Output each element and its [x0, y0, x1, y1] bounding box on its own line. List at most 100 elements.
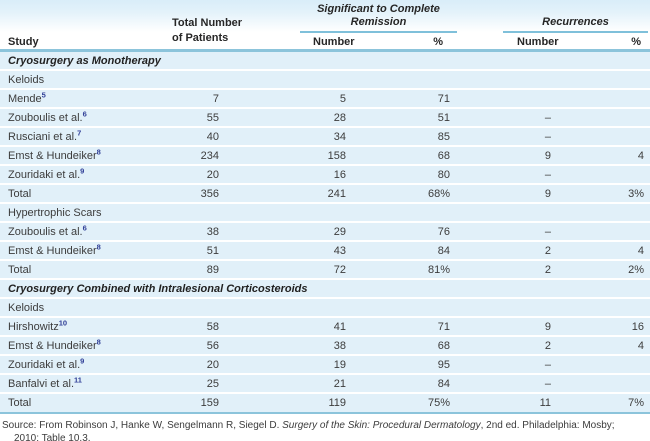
patients-cell: 89	[206, 263, 219, 276]
col-header-remission-number: Number	[313, 36, 355, 48]
total-row: Total 356 241 68% 9 3%	[0, 185, 650, 204]
recurrences-number-cell: 2	[544, 244, 551, 257]
section-row: Cryosurgery as Monotherapy	[0, 52, 650, 71]
section-row: Cryosurgery Combined with Intralesional …	[0, 280, 650, 299]
study-cell: Zouridaki et al.9	[8, 355, 85, 371]
subsection-row: Keloids	[0, 299, 650, 318]
remission-percent-cell: 51	[437, 111, 450, 124]
table-row: Hirshowitz10 58 41 71 9 16	[0, 318, 650, 337]
source-suffix: , 2nd ed. Philadelphia: Mosby;	[480, 420, 615, 431]
remission-percent-cell: 68	[437, 149, 450, 162]
study-cell: Keloids	[8, 301, 45, 314]
study-cell: Emst & Hundeiker8	[8, 146, 101, 162]
remission-number-cell: 72	[333, 263, 346, 276]
source-line1: Source: From Robinson J, Hanke W, Sengel…	[2, 419, 650, 432]
remission-number-cell: 16	[333, 168, 346, 181]
study-cell: Mende5	[8, 89, 46, 105]
table-row: Emst & Hundeiker8 234 158 68 9 4	[0, 147, 650, 166]
recurrences-percent-cell: 16	[631, 320, 644, 333]
footnote-ref: 9	[80, 165, 85, 175]
patients-cell: 40	[206, 130, 219, 143]
recurrences-underline	[503, 31, 648, 33]
table-row: Zouridaki et al.9 20 19 95 –	[0, 356, 650, 375]
subsection-row: Hypertrophic Scars	[0, 204, 650, 223]
col-header-remission-percent: %	[433, 36, 443, 48]
group-header-recurrences: Recurrences	[542, 16, 609, 28]
total-row: Total 159 119 75% 11 7%	[0, 394, 650, 412]
footnote-ref: 9	[80, 355, 85, 365]
patients-cell: 159	[200, 397, 219, 409]
remission-number-cell: 158	[327, 149, 346, 162]
patients-cell: 234	[200, 149, 219, 162]
source-book-title: Surgery of the Skin: Procedural Dermatol…	[282, 420, 481, 431]
source-citation: Source: From Robinson J, Hanke W, Sengel…	[0, 414, 650, 441]
patients-cell: 51	[206, 244, 219, 257]
recurrences-number-cell: –	[544, 225, 551, 238]
remission-number-cell: 38	[333, 339, 346, 352]
recurrences-number-cell: –	[544, 130, 551, 143]
source-prefix: Source: From Robinson J, Hanke W, Sengel…	[2, 420, 283, 431]
subsection-row: Keloids	[0, 71, 650, 90]
study-cell: Hypertrophic Scars	[8, 206, 102, 219]
study-cell: Cryosurgery Combined with Intralesional …	[8, 282, 308, 295]
remission-percent-cell: 84	[437, 377, 450, 390]
remission-percent-cell: 71	[437, 92, 450, 105]
study-cell: Zouridaki et al.9	[8, 165, 85, 181]
remission-number-cell: 21	[333, 377, 346, 390]
footnote-ref: 8	[96, 241, 101, 251]
table-row: Zouridaki et al.9 20 16 80 –	[0, 166, 650, 185]
remission-percent-cell: 81%	[427, 263, 450, 276]
remission-number-cell: 241	[327, 187, 346, 200]
study-cell: Hirshowitz10	[8, 317, 68, 333]
study-cell: Emst & Hundeiker8	[8, 241, 101, 257]
header-divider-rule	[0, 49, 650, 52]
recurrences-number-cell: –	[544, 377, 551, 390]
table-row: Rusciani et al.7 40 34 85 –	[0, 128, 650, 147]
study-cell: Total	[8, 263, 32, 276]
remission-number-cell: 28	[333, 111, 346, 124]
patients-cell: 20	[206, 168, 219, 181]
group-header-remission: Significant to Complete Remission	[317, 3, 440, 28]
remission-number-cell: 5	[339, 92, 346, 105]
footnote-ref: 6	[82, 108, 87, 118]
remission-number-cell: 34	[333, 130, 346, 143]
remission-percent-cell: 95	[437, 358, 450, 371]
table-row: Zouboulis et al.6 38 29 76 –	[0, 223, 650, 242]
remission-number-cell: 41	[333, 320, 346, 333]
footnote-ref: 5	[41, 89, 46, 99]
table-row: Mende5 7 5 71	[0, 90, 650, 109]
study-cell: Zouboulis et al.6	[8, 222, 87, 238]
remission-percent-cell: 68	[437, 339, 450, 352]
recurrences-number-cell: 9	[544, 149, 551, 162]
table-row: Emst & Hundeiker8 56 38 68 2 4	[0, 337, 650, 356]
remission-percent-cell: 84	[437, 244, 450, 257]
remission-underline	[300, 31, 457, 33]
patients-cell: 356	[200, 187, 219, 200]
recurrences-percent-cell: 3%	[628, 187, 644, 200]
col-header-recurrences-number: Number	[517, 36, 559, 48]
recurrences-percent-cell: 4	[637, 149, 644, 162]
table-bottom-rule	[0, 412, 650, 414]
recurrences-number-cell: 9	[544, 187, 551, 200]
table-row: Zouboulis et al.6 55 28 51 –	[0, 109, 650, 128]
table-header: Study Total Number of Patients Significa…	[0, 0, 650, 52]
remission-percent-cell: 68%	[427, 187, 450, 200]
remission-percent-cell: 80	[437, 168, 450, 181]
patients-cell: 25	[206, 377, 219, 390]
patients-cell: 55	[206, 111, 219, 124]
remission-percent-cell: 85	[437, 130, 450, 143]
recurrences-number-cell: 11	[539, 397, 551, 409]
recurrences-number-cell: –	[544, 358, 551, 371]
table-row: Banfalvi et al.11 25 21 84 –	[0, 375, 650, 394]
study-cell: Keloids	[8, 73, 45, 86]
study-cell: Total	[8, 187, 32, 200]
study-cell: Zouboulis et al.6	[8, 108, 87, 124]
col-header-total-patients-line1: Total Number	[172, 17, 243, 29]
patients-cell: 20	[206, 358, 219, 371]
patients-cell: 38	[206, 225, 219, 238]
remission-percent-cell: 75%	[427, 397, 450, 409]
remission-number-cell: 29	[333, 225, 346, 238]
recurrences-number-cell: –	[544, 168, 551, 181]
remission-number-cell: 19	[333, 358, 346, 371]
footnote-ref: 11	[74, 374, 82, 384]
